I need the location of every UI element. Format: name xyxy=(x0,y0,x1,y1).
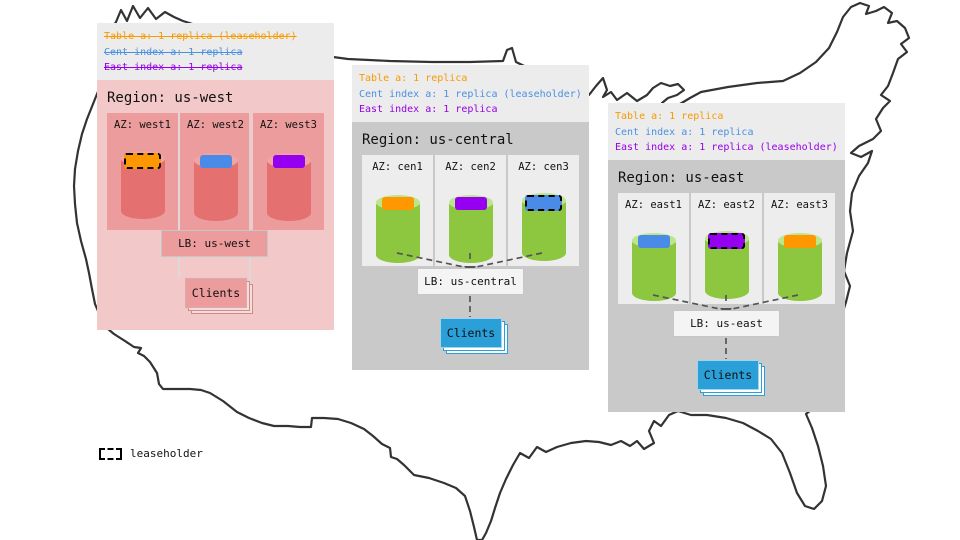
db-node-cylinder xyxy=(448,195,493,263)
replica-notes-us-central: Table a: 1 replica Cent index a: 1 repli… xyxy=(352,65,589,122)
lb-us-central: LB: us-central xyxy=(417,268,524,295)
note-east-index: East index a: 1 replica xyxy=(104,62,243,73)
replica-pill xyxy=(381,197,414,210)
note-cent-index: Cent index a: 1 replica xyxy=(615,126,754,138)
clients-us-west: Clients xyxy=(185,278,247,308)
az-cen2: AZ: cen2 xyxy=(435,155,506,266)
db-node-cylinder xyxy=(375,195,420,263)
note-table-a: Table a: 1 replica xyxy=(359,73,468,84)
az-label: AZ: cen3 xyxy=(518,161,569,173)
az-west3: AZ: west3 xyxy=(253,113,324,230)
replica-pill xyxy=(272,155,305,168)
replica-pill xyxy=(454,197,487,210)
leaseholder-swatch-icon xyxy=(99,447,122,460)
note-cent-index: Cent index a: 1 replica xyxy=(104,46,243,58)
az-label: AZ: cen2 xyxy=(445,161,496,173)
region-box-us-central: Region: us-central AZ: cen1 AZ: cen2 xyxy=(352,122,589,370)
az-label: AZ: east1 xyxy=(625,199,682,211)
az-label: AZ: west3 xyxy=(260,119,317,131)
note-cent-index: Cent index a: 1 replica (leaseholder) xyxy=(359,88,582,100)
legend-label: leaseholder xyxy=(130,447,203,460)
az-cen3: AZ: cen3 xyxy=(508,155,579,266)
region-title-us-central: Region: us-central xyxy=(362,132,514,148)
region-title-us-east: Region: us-east xyxy=(618,170,745,186)
az-east2: AZ: east2 xyxy=(691,193,762,304)
lb-us-west: LB: us-west xyxy=(161,230,268,257)
replica-pill-leaseholder xyxy=(525,195,562,211)
clients-us-east: Clients xyxy=(697,360,759,390)
legend: leaseholder xyxy=(99,447,203,460)
az-west1: AZ: west1 xyxy=(107,113,178,230)
db-node-cylinder xyxy=(193,153,238,221)
az-label: AZ: cen1 xyxy=(372,161,423,173)
replica-pill xyxy=(783,235,816,248)
az-label: AZ: west2 xyxy=(187,119,244,131)
db-node-cylinder xyxy=(777,233,822,301)
db-node-cylinder xyxy=(266,153,311,221)
az-west2: AZ: west2 xyxy=(180,113,251,230)
region-us-east: Table a: 1 replica Cent index a: 1 repli… xyxy=(608,103,845,412)
db-node-cylinder xyxy=(521,193,566,261)
region-us-west: Table a: 1 replica (leaseholder) Cent in… xyxy=(97,23,334,330)
region-us-central: Table a: 1 replica Cent index a: 1 repli… xyxy=(352,65,589,370)
replica-pill-leaseholder xyxy=(708,233,745,249)
az-row: AZ: cen1 AZ: cen2 AZ: cen3 xyxy=(362,155,579,266)
lb-us-east: LB: us-east xyxy=(673,310,780,337)
az-row: AZ: east1 AZ: east2 AZ: east3 xyxy=(618,193,835,304)
replica-notes-us-west: Table a: 1 replica (leaseholder) Cent in… xyxy=(97,23,334,80)
az-label: AZ: west1 xyxy=(114,119,171,131)
az-label: AZ: east3 xyxy=(771,199,828,211)
db-node-cylinder xyxy=(120,151,165,219)
region-title-us-west: Region: us-west xyxy=(107,90,234,106)
az-label: AZ: east2 xyxy=(698,199,755,211)
note-east-index: East index a: 1 replica xyxy=(359,104,498,115)
az-row: AZ: west1 AZ: west2 AZ: west3 xyxy=(107,113,324,230)
note-table-a: Table a: 1 replica (leaseholder) xyxy=(104,31,297,42)
replica-pill-leaseholder xyxy=(124,153,161,169)
az-east1: AZ: east1 xyxy=(618,193,689,304)
db-node-cylinder xyxy=(631,233,676,301)
replica-pill xyxy=(199,155,232,168)
db-node-cylinder xyxy=(704,231,749,299)
region-box-us-west: Region: us-west AZ: west1 AZ: west2 xyxy=(97,80,334,330)
az-east3: AZ: east3 xyxy=(764,193,835,304)
note-table-a: Table a: 1 replica xyxy=(615,111,724,122)
region-box-us-east: Region: us-east AZ: east1 AZ: east2 xyxy=(608,160,845,412)
note-east-index: East index a: 1 replica (leaseholder) xyxy=(615,142,838,153)
az-cen1: AZ: cen1 xyxy=(362,155,433,266)
clients-us-central: Clients xyxy=(440,318,502,348)
replica-notes-us-east: Table a: 1 replica Cent index a: 1 repli… xyxy=(608,103,845,160)
replica-pill xyxy=(637,235,670,248)
